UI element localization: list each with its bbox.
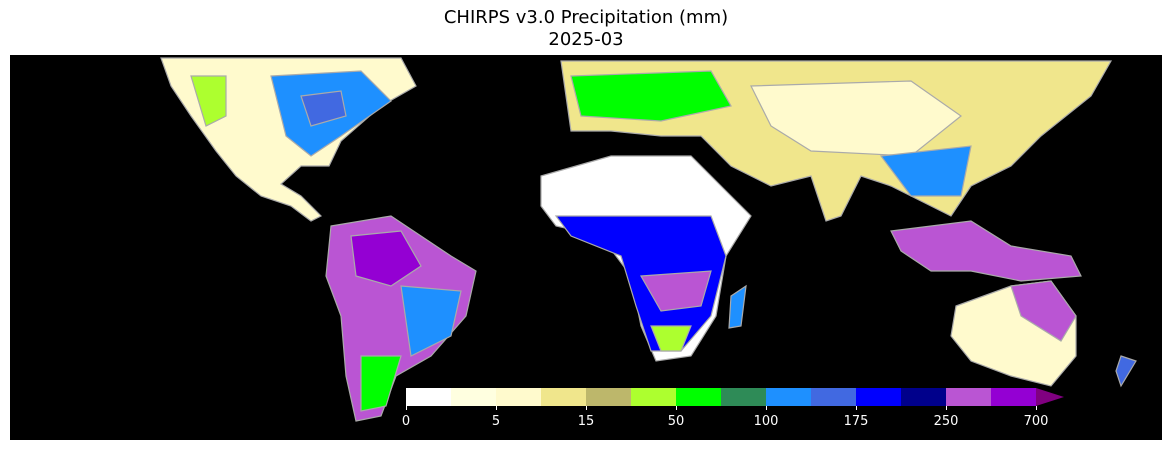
colorbar-segment [811, 388, 856, 406]
colorbar-tick-label: 700 [1023, 414, 1049, 429]
colorbar-segment [586, 388, 631, 406]
colorbar-segment [991, 388, 1036, 406]
maritime-se-asia [890, 220, 1082, 282]
colorbar-segment [631, 388, 676, 406]
colorbar-segment [496, 388, 541, 406]
colorbar-segment [721, 388, 766, 406]
colorbar-segment [406, 388, 451, 406]
colorbar-tick [766, 406, 767, 410]
colorbar-tick [406, 406, 407, 410]
colorbar-tick-label: 15 [577, 414, 595, 429]
colorbar-segment [856, 388, 901, 406]
colorbar-segment [676, 388, 721, 406]
map-title: CHIRPS v3.0 Precipitation (mm) [443, 7, 729, 28]
colorbar-tick [496, 406, 497, 410]
colorbar-segment [901, 388, 946, 406]
map-svg [160, 57, 1137, 422]
map-subtitle: 2025-03 [548, 29, 624, 50]
precipitation-map [10, 55, 1162, 440]
colorbar-segment [946, 388, 991, 406]
colorbar-tick-label: 100 [753, 414, 779, 429]
colorbar-segment [451, 388, 496, 406]
colorbar-tick [856, 406, 857, 410]
colorbar-segment [766, 388, 811, 406]
colorbar-extend-arrow [1036, 388, 1064, 406]
colorbar-tick-label: 0 [401, 414, 411, 429]
colorbar-tick-label: 175 [843, 414, 869, 429]
colorbar-segment [541, 388, 586, 406]
colorbar [406, 388, 1064, 406]
colorbar-tick [586, 406, 587, 410]
colorbar-tick [1036, 406, 1037, 410]
colorbar-tick-label: 250 [933, 414, 959, 429]
colorbar-tick [946, 406, 947, 410]
colorbar-tick [676, 406, 677, 410]
colorbar-tick-label: 5 [491, 414, 501, 429]
colorbar-tick-label: 50 [667, 414, 685, 429]
